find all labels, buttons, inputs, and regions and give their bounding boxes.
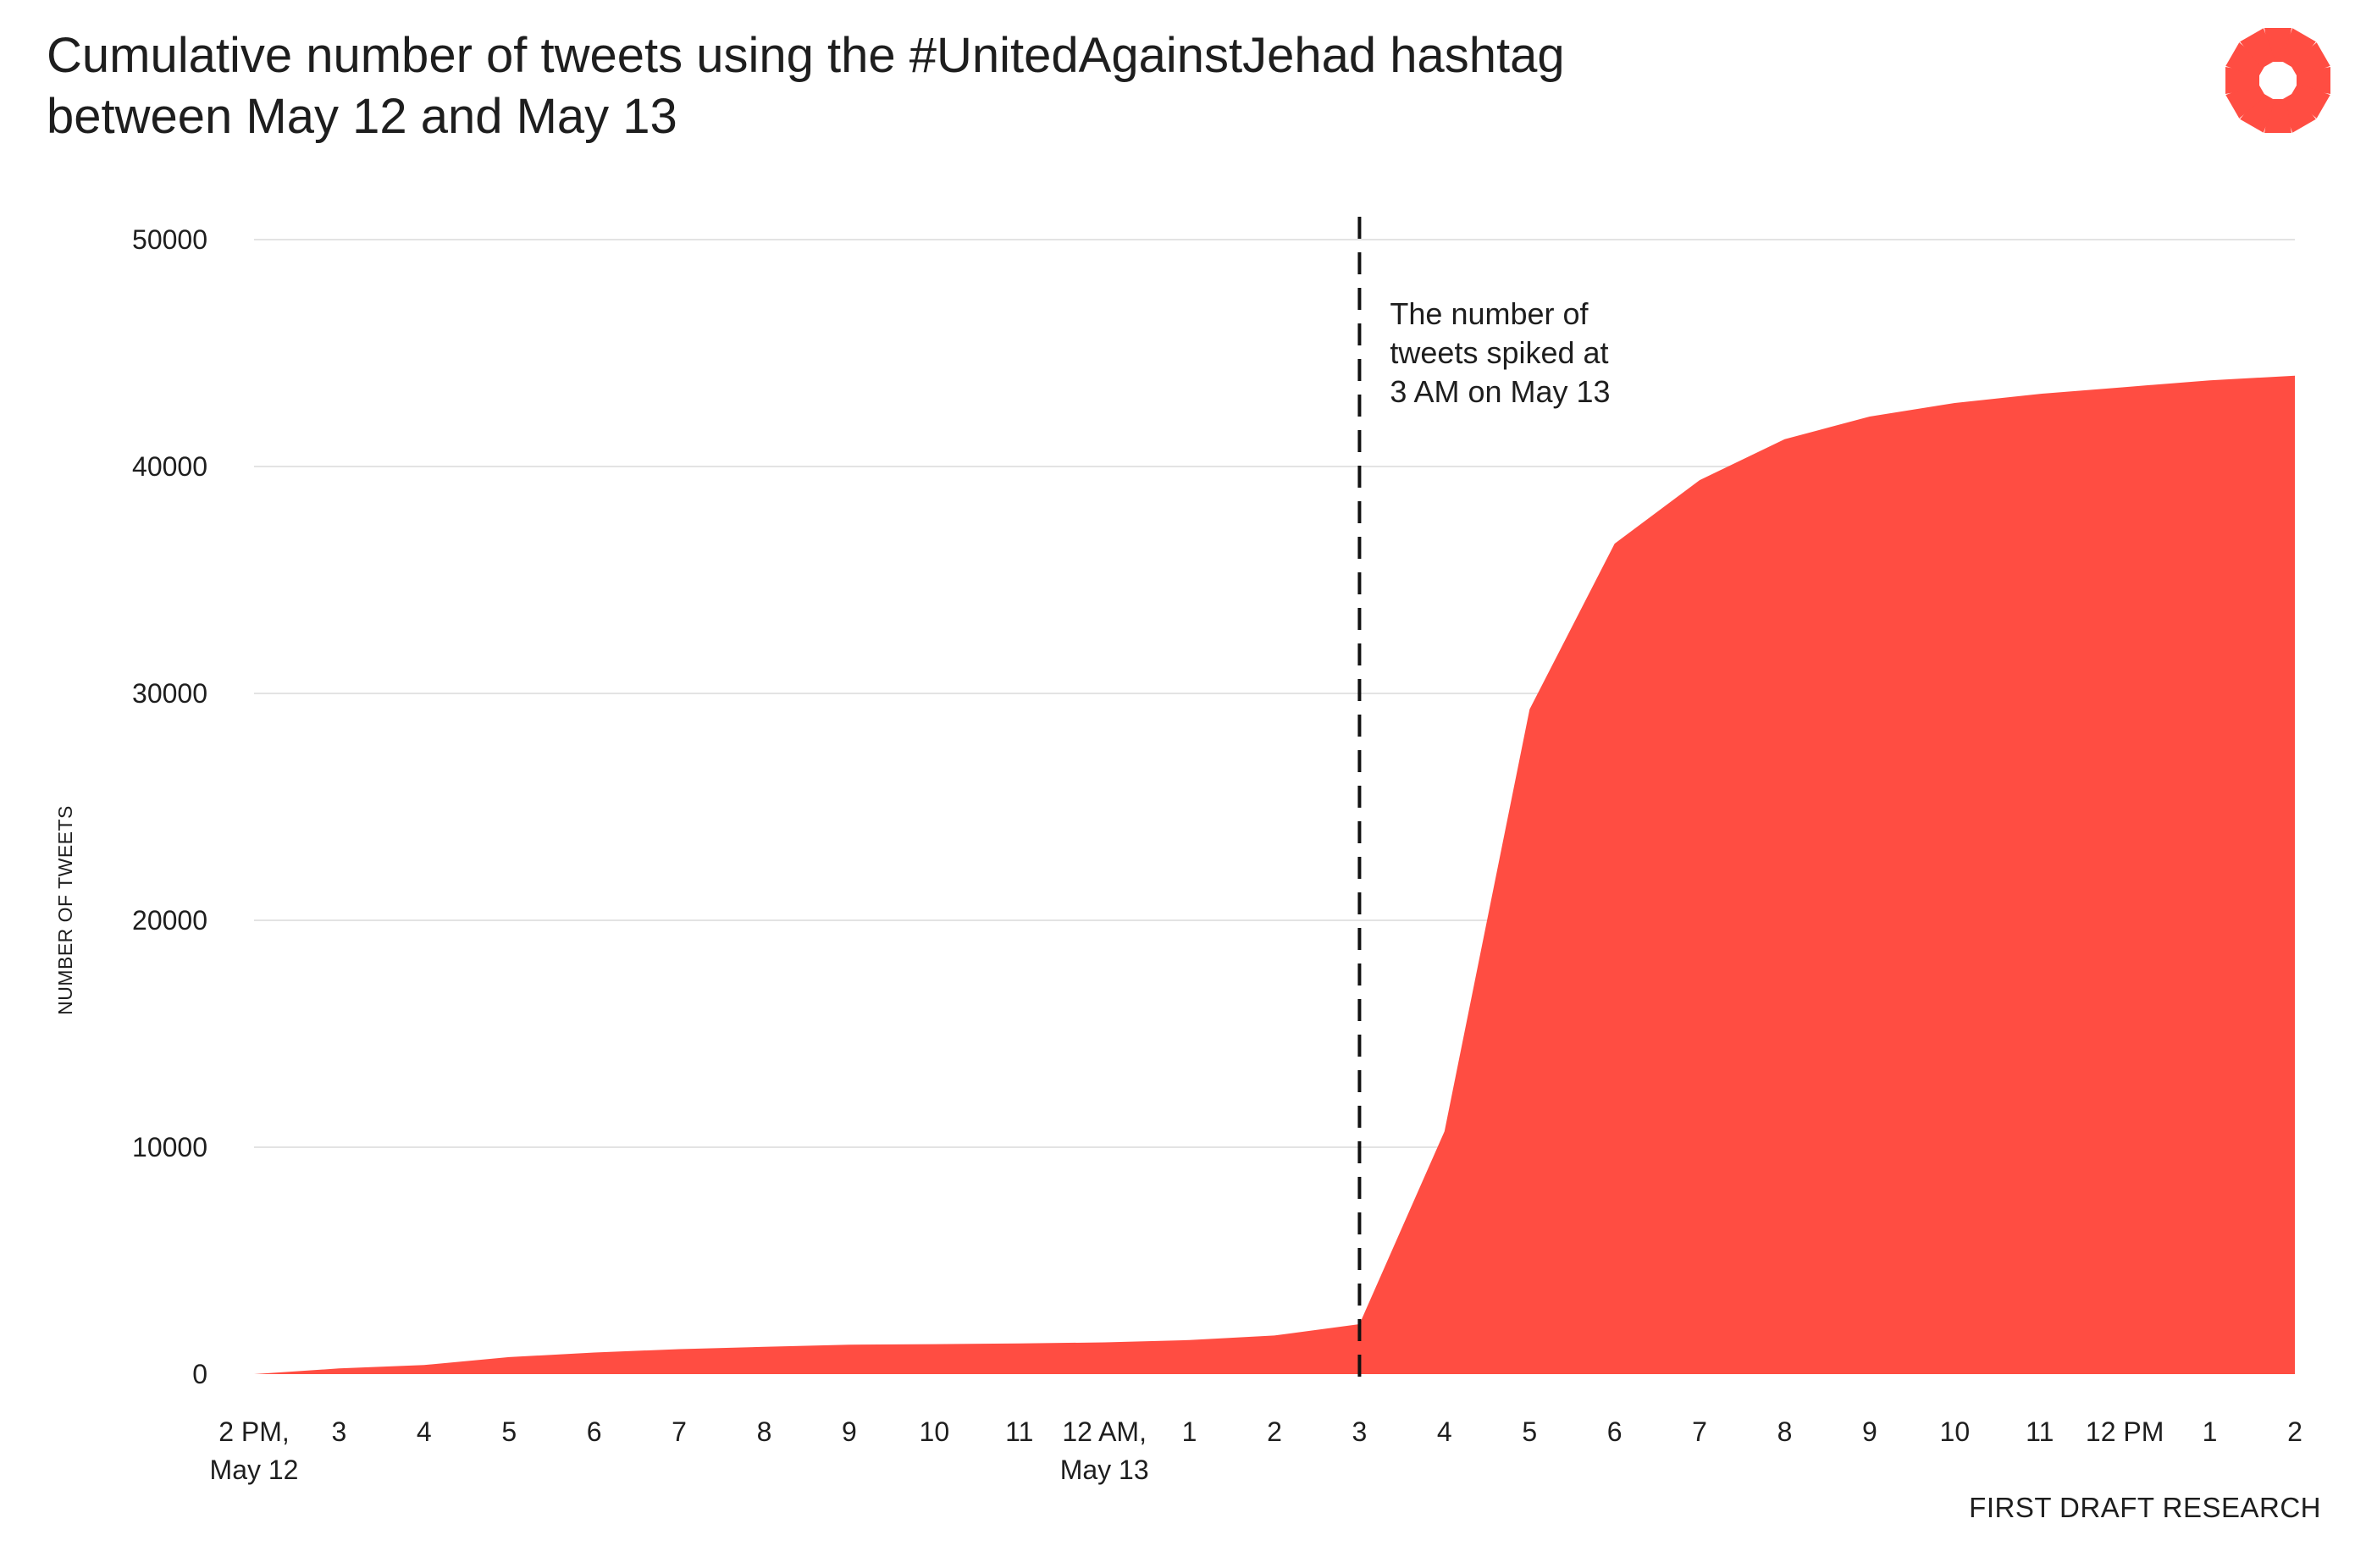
x-tick-label: 9 bbox=[1862, 1416, 1877, 1447]
x-tick-label: 2 bbox=[2287, 1416, 2302, 1447]
annotation-text: The number of bbox=[1390, 296, 1589, 331]
logo-ray bbox=[2225, 42, 2266, 78]
chart-title-line-2: between May 12 and May 13 bbox=[47, 89, 677, 144]
x-tick-label: 12 PM bbox=[2086, 1416, 2164, 1447]
x-tick-label: 9 bbox=[842, 1416, 857, 1447]
y-tick-label: 40000 bbox=[132, 451, 207, 482]
area-fill bbox=[254, 375, 2295, 1374]
x-tick-label: 1 bbox=[1182, 1416, 1197, 1447]
logo-ray bbox=[2290, 83, 2330, 119]
x-tick-label: 6 bbox=[587, 1416, 602, 1447]
x-tick-label: 5 bbox=[1522, 1416, 1537, 1447]
x-tick-label-date: May 12 bbox=[210, 1455, 299, 1485]
y-tick-label: 10000 bbox=[132, 1132, 207, 1162]
y-axis-label: NUMBER OF TWEETS bbox=[54, 805, 76, 1015]
logo-ray bbox=[2240, 28, 2275, 69]
y-tick-label: 20000 bbox=[132, 905, 207, 936]
x-tick-label: 11 bbox=[1005, 1416, 1033, 1447]
chart-title: Cumulative number of tweets using the #U… bbox=[47, 25, 1994, 147]
x-tick-label: 2 bbox=[1267, 1416, 1282, 1447]
x-tick-label: 6 bbox=[1607, 1416, 1623, 1447]
y-tick-label: 50000 bbox=[132, 224, 207, 255]
y-tick-label: 0 bbox=[192, 1359, 207, 1389]
x-tick-label: 2 PM, bbox=[218, 1416, 290, 1447]
chart-title-line-1: Cumulative number of tweets using the #U… bbox=[47, 28, 1565, 83]
x-tick-label: 10 bbox=[1940, 1416, 1971, 1447]
x-tick-label-date: May 13 bbox=[1060, 1455, 1149, 1485]
x-tick-label: 4 bbox=[417, 1416, 432, 1447]
x-tick-label: 7 bbox=[1692, 1416, 1707, 1447]
annotation: The number of tweets spiked at 3 AM on May… bbox=[1357, 217, 1611, 1378]
annotation-text: tweets spiked at bbox=[1390, 335, 1608, 370]
x-tick-label: 11 bbox=[2026, 1416, 2054, 1447]
source-credit: FIRST DRAFT RESEARCH bbox=[1969, 1492, 2321, 1523]
x-tick-label: 4 bbox=[1437, 1416, 1452, 1447]
x-tick-label: 3 bbox=[1352, 1416, 1368, 1447]
y-axis-ticks: 0 10000 20000 30000 40000 50000 bbox=[132, 224, 207, 1389]
logo-ray bbox=[2280, 28, 2316, 69]
y-tick-label: 30000 bbox=[132, 678, 207, 709]
x-axis-ticks: 2 PM, May 12 3 4 5 6 7 8 9 10 11 12 AM, May 13 1 2 3 4 5 6… bbox=[210, 1416, 2302, 1485]
x-tick-label: 10 bbox=[920, 1416, 950, 1447]
x-tick-label: 12 AM, bbox=[1062, 1416, 1147, 1447]
logo-ray bbox=[2240, 92, 2275, 133]
annotation-text: 3 AM on May 13 bbox=[1390, 374, 1610, 409]
x-tick-label: 5 bbox=[501, 1416, 517, 1447]
x-tick-label: 8 bbox=[1777, 1416, 1793, 1447]
x-tick-label: 1 bbox=[2203, 1416, 2218, 1447]
x-tick-label: 8 bbox=[757, 1416, 772, 1447]
x-tick-label: 3 bbox=[332, 1416, 347, 1447]
x-tick-label: 7 bbox=[672, 1416, 687, 1447]
first-draft-starburst-icon bbox=[2225, 28, 2330, 133]
area-series bbox=[254, 375, 2295, 1374]
